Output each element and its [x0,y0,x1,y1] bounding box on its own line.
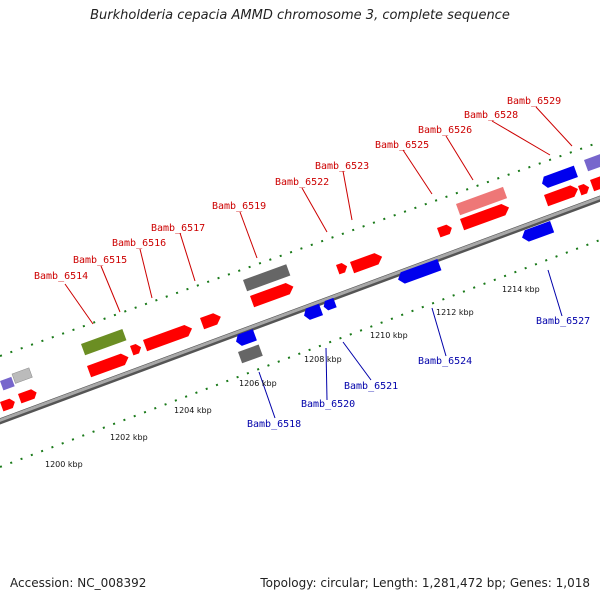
gene-label-bamb-6519[interactable]: Bamb_6519 [212,201,266,212]
gene-label-bamb-6522[interactable]: Bamb_6522 [275,177,329,188]
gene-purple-block[interactable] [0,376,15,391]
gene-label-bamb-6525[interactable]: Bamb_6525 [375,140,429,151]
accession-text: Accession: NC_008392 [10,576,147,590]
gene-bamb-6518-blue[interactable] [234,329,257,347]
lower-tick-row [0,239,600,468]
gene-bamb-6529-purple[interactable] [584,153,600,172]
gene-bamb-6517[interactable] [143,323,194,352]
gene-red-block[interactable] [0,397,17,412]
gene-blocks [0,153,600,412]
gene-label-bamb-6526[interactable]: Bamb_6526 [418,125,472,136]
reverse-gene-labels: Bamb_6518 Bamb_6520 Bamb_6521 Bamb_6524 … [247,316,590,430]
gene-red-block[interactable] [200,311,223,330]
scale-labels: 1200 kbp 1202 kbp 1204 kbp 1206 kbp 1208… [45,285,540,469]
gene-label-bamb-6515[interactable]: Bamb_6515 [73,255,127,266]
gene-label-bamb-6527[interactable]: Bamb_6527 [536,316,590,327]
gene-bamb-6526[interactable] [460,202,511,231]
scale-label-1202: 1202 kbp [110,433,148,442]
gene-bamb-6528[interactable] [544,183,580,207]
gene-label-bamb-6514[interactable]: Bamb_6514 [34,271,88,282]
gene-bamb-6521[interactable] [322,297,337,312]
gene-bamb-6515[interactable] [87,352,131,378]
scale-label-1208: 1208 kbp [304,355,342,364]
gene-label-bamb-6529[interactable]: Bamb_6529 [507,96,561,107]
gene-bamb-6525[interactable] [437,223,454,238]
scale-label-1206: 1206 kbp [239,379,277,388]
scale-label-1200: 1200 kbp [45,460,83,469]
gene-bamb-6516[interactable] [130,343,143,356]
gene-bamb-6519[interactable] [250,281,295,308]
gene-bamb-6514[interactable] [81,328,127,356]
gene-bamb-6518[interactable] [238,344,263,364]
gene-label-bamb-6521[interactable]: Bamb_6521 [344,381,398,392]
gene-bamb-6526-pink[interactable] [456,186,508,216]
scale-label-1210: 1210 kbp [370,331,408,340]
reverse-leader-lines [258,269,563,419]
forward-gene-labels: Bamb_6514 Bamb_6515 Bamb_6516 Bamb_6517 … [34,96,561,282]
forward-leader-lines [64,106,573,325]
gene-bamb-6522[interactable] [336,262,349,275]
scale-label-1204: 1204 kbp [174,406,212,415]
upper-tick-row [0,141,600,357]
gene-bamb-6519-gray[interactable] [243,264,291,292]
gene-label-bamb-6520[interactable]: Bamb_6520 [301,399,355,410]
gene-bamb-6523[interactable] [350,251,384,274]
gene-bamb-6529[interactable] [590,175,600,192]
gene-label-bamb-6518[interactable]: Bamb_6518 [247,419,301,430]
gene-label-bamb-6516[interactable]: Bamb_6516 [112,238,166,249]
gene-label-bamb-6524[interactable]: Bamb_6524 [418,356,472,367]
gene-red-block[interactable] [578,183,591,196]
gene-bamb-6527[interactable] [520,221,555,243]
gene-red-block[interactable] [18,388,38,404]
gene-bamb-6520[interactable] [302,303,324,321]
scale-label-1214: 1214 kbp [502,285,540,294]
scale-label-1212: 1212 kbp [436,308,474,317]
reverse-gene-blocks [234,221,555,364]
map-title: Burkholderia cepacia AMMD chromosome 3, … [90,8,510,23]
gene-gray-block[interactable] [11,367,33,384]
backbone [0,195,600,425]
gene-label-bamb-6523[interactable]: Bamb_6523 [315,161,369,172]
gene-bamb-6524[interactable] [396,258,442,285]
topology-text: Topology: circular; Length: 1,281,472 bp… [260,576,590,590]
gene-label-bamb-6528[interactable]: Bamb_6528 [464,110,518,121]
gene-label-bamb-6517[interactable]: Bamb_6517 [151,223,205,234]
gene-bamb-6528-blue[interactable] [540,165,578,190]
